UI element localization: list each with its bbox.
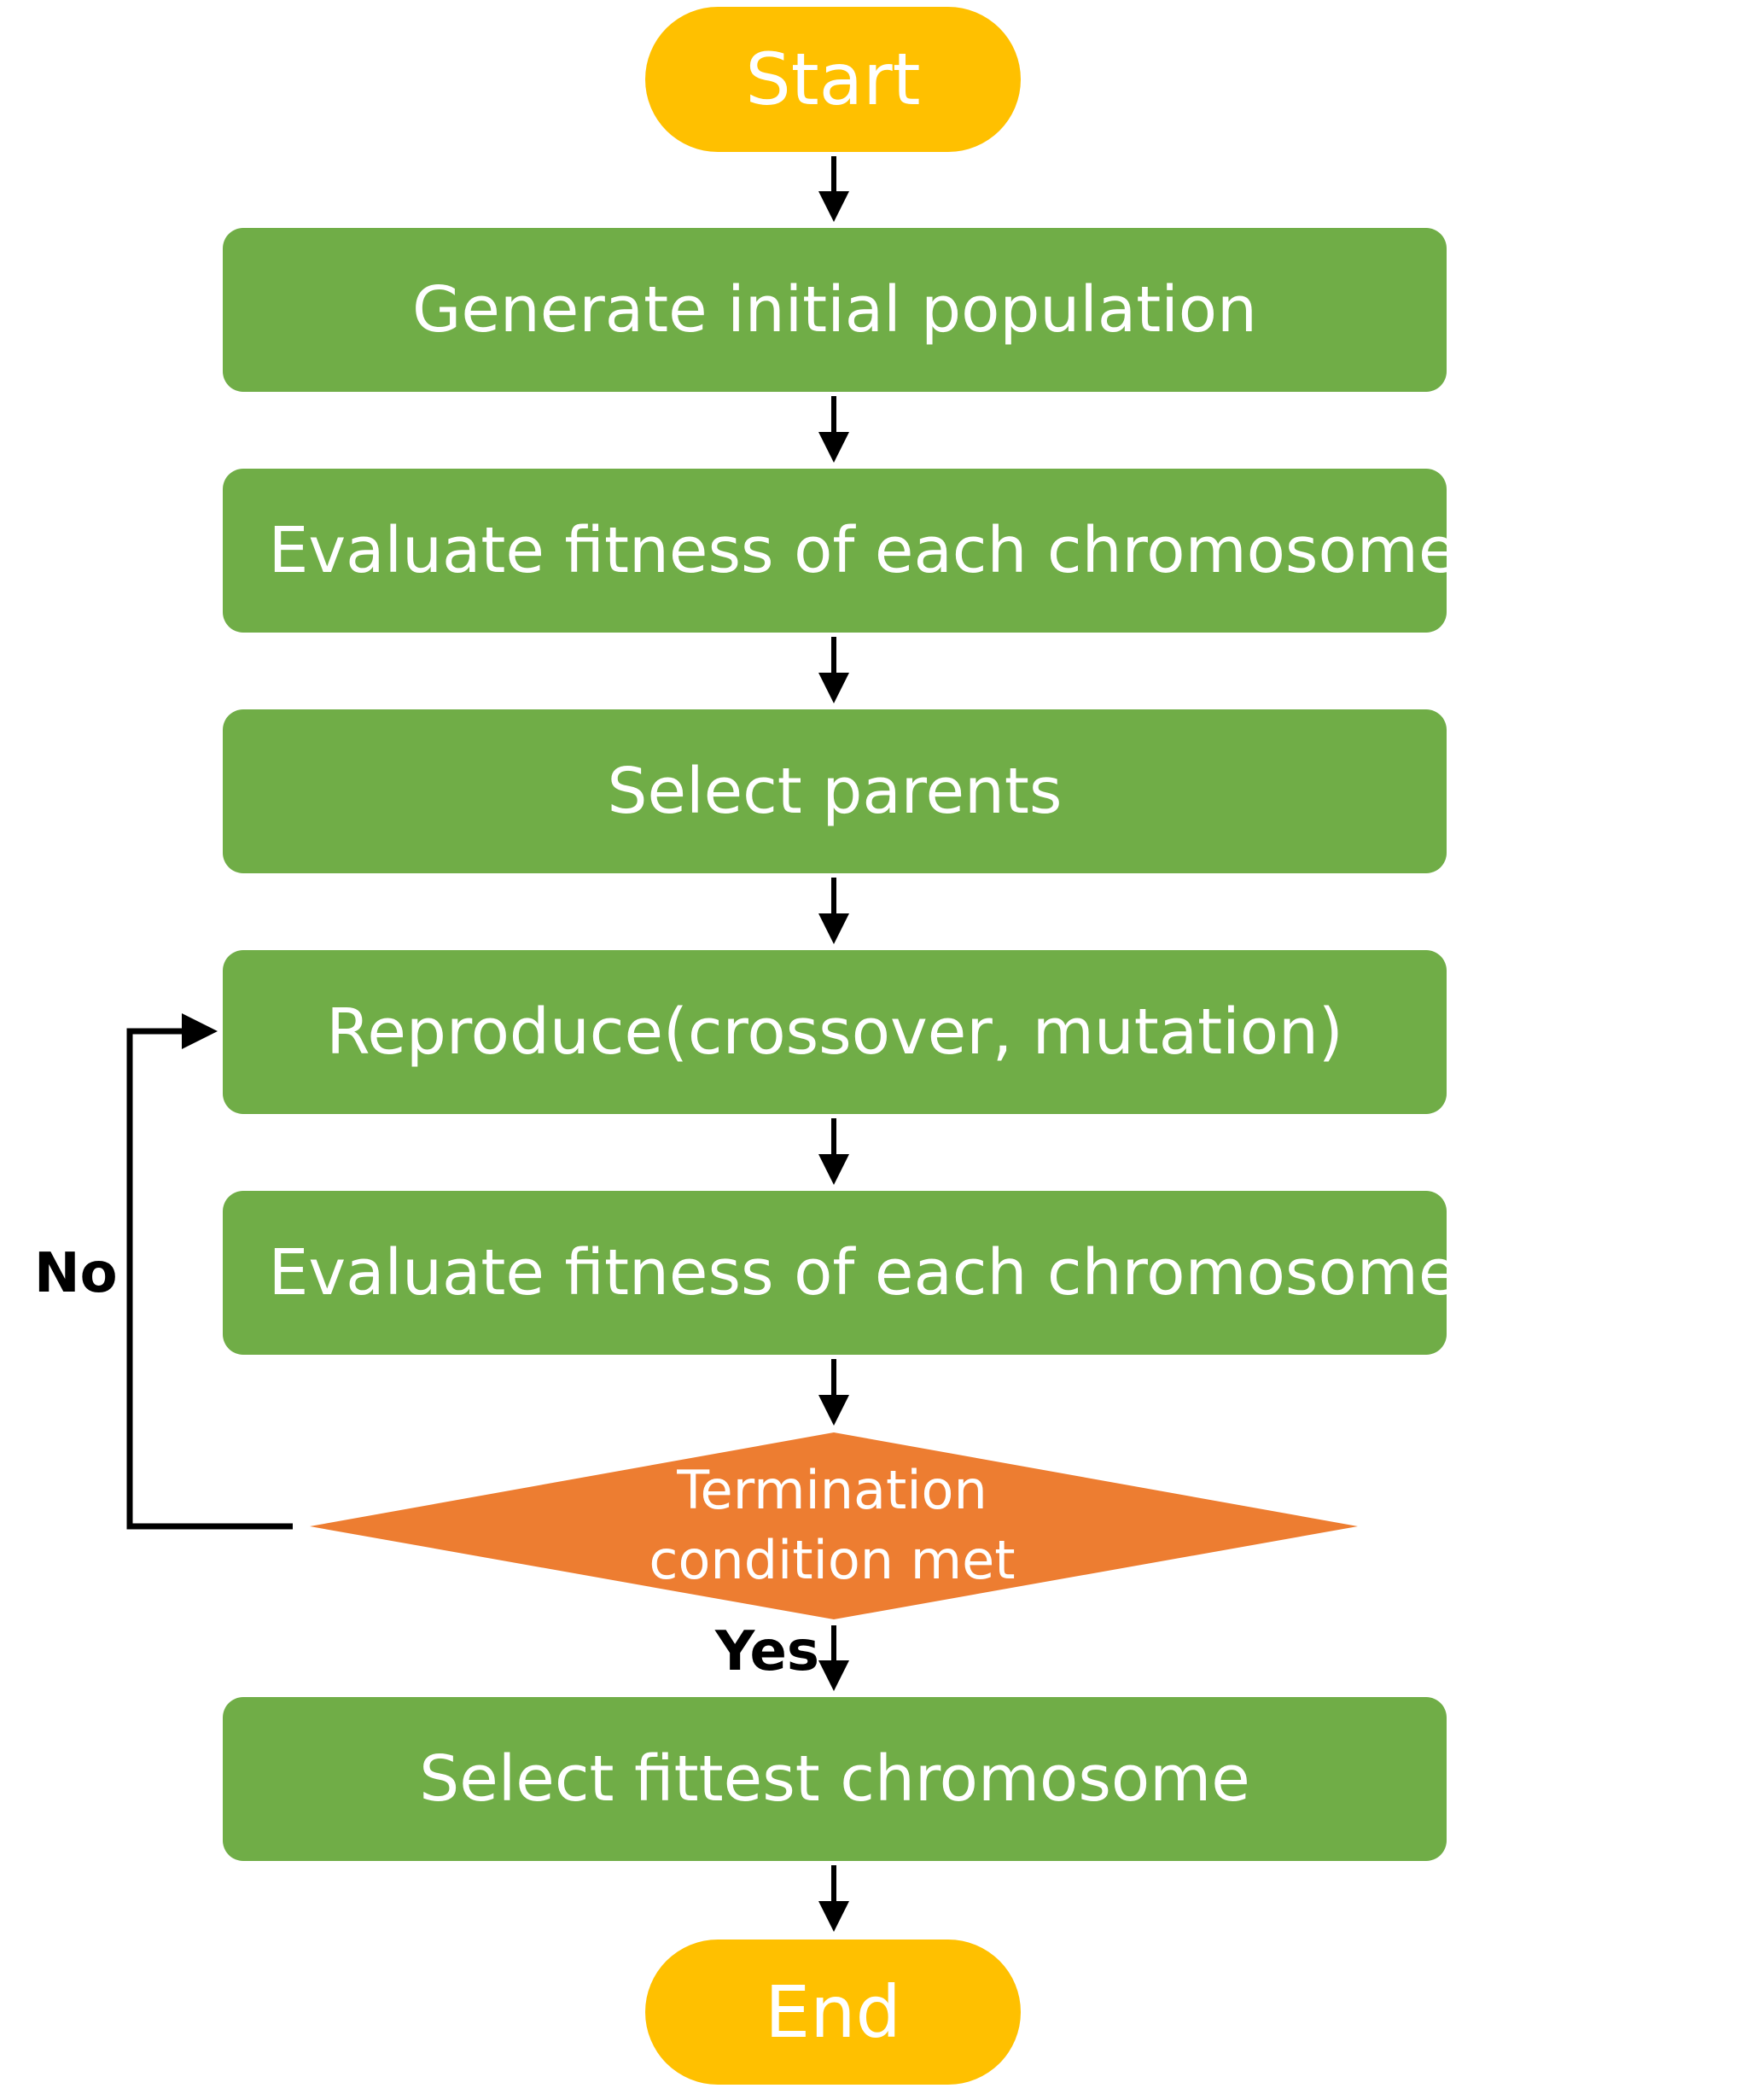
step-select-parents: Select parents (223, 709, 1447, 873)
step-generate-population-label: Generate initial population (412, 273, 1257, 347)
step-evaluate-fitness-2-label: Evaluate fitness of each chromosome (268, 1236, 1458, 1310)
decision-diamond (310, 1432, 1358, 1619)
end-terminal: End (645, 1940, 1021, 2085)
step-select-fittest-label: Select fittest chromosome (419, 1742, 1250, 1816)
step-reproduce: Reproduce(crossover, mutation) (223, 950, 1447, 1114)
no-loop-connector (126, 1013, 293, 1530)
branch-yes-label: Yes (715, 1620, 819, 1683)
step-evaluate-fitness-1: Evaluate fitness of each chromosome (223, 469, 1457, 633)
step-generate-population: Generate initial population (223, 228, 1447, 392)
step-evaluate-fitness-1-label: Evaluate fitness of each chromosome (268, 514, 1458, 587)
step-evaluate-fitness-2: Evaluate fitness of each chromosome (223, 1191, 1457, 1355)
start-terminal: Start (645, 7, 1021, 152)
step-reproduce-label: Reproduce(crossover, mutation) (326, 995, 1343, 1069)
decision-label: Termination condition met (589, 1455, 1075, 1595)
step-select-fittest: Select fittest chromosome (223, 1697, 1447, 1861)
decision-label-line-1: Termination (677, 1459, 987, 1521)
step-select-parents-label: Select parents (607, 755, 1063, 828)
decision-label-line-2: condition met (649, 1529, 1016, 1591)
branch-no-label: No (34, 1242, 118, 1305)
start-label: Start (745, 38, 921, 121)
end-label: End (765, 1970, 901, 2054)
